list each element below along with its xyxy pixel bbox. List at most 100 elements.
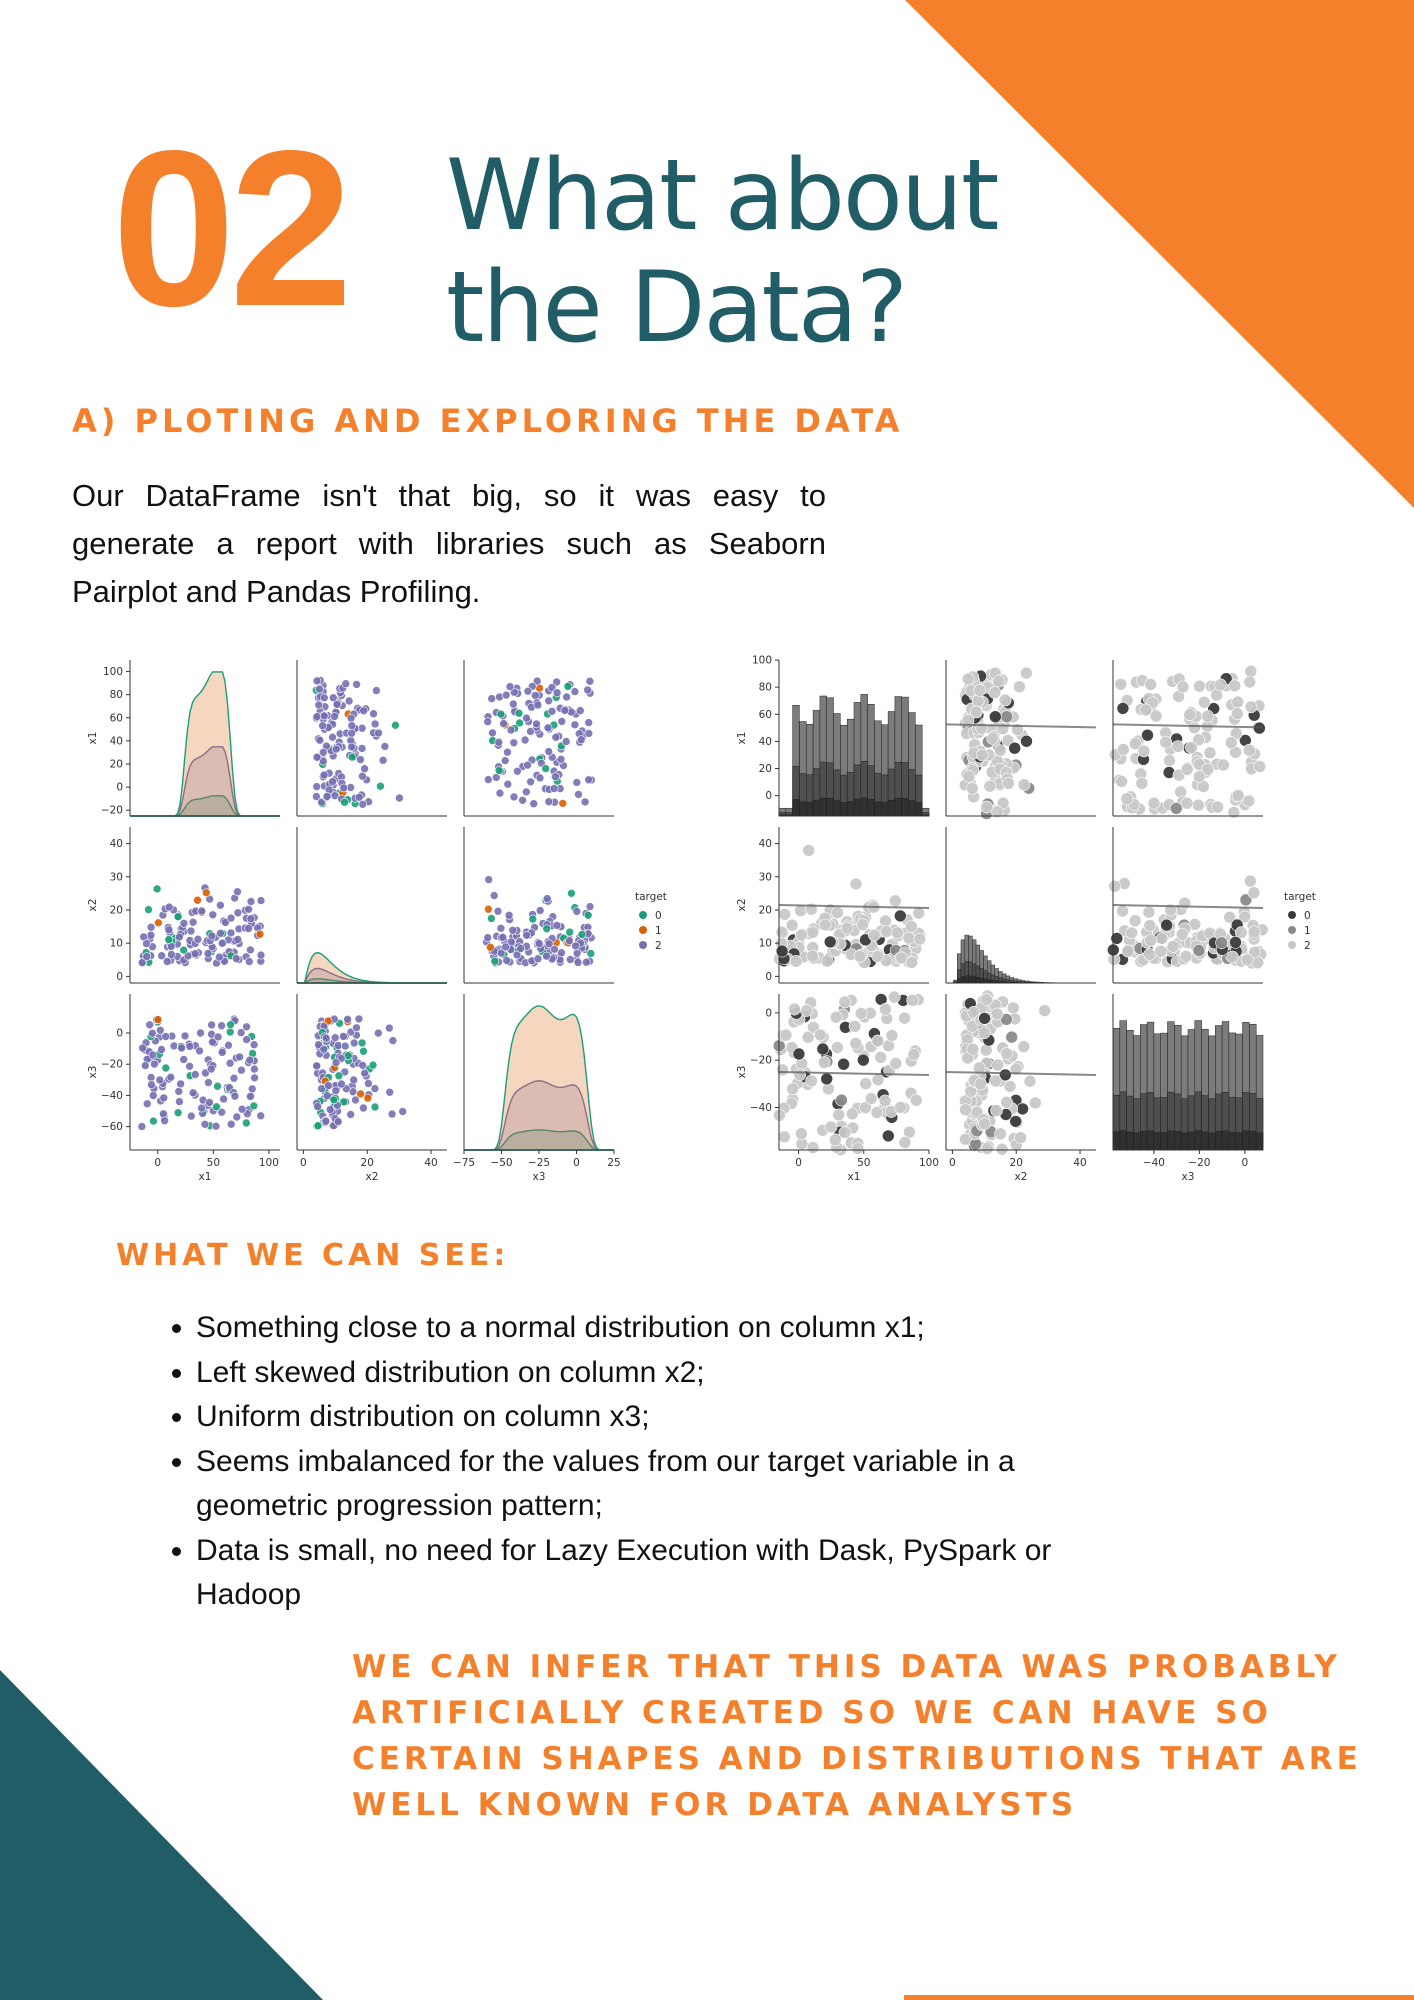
scatter-point bbox=[563, 682, 573, 691]
list-item: Seems imbalanced for the values from our… bbox=[196, 1440, 1096, 1529]
scatter-point bbox=[1253, 760, 1267, 773]
scatter-point bbox=[1141, 728, 1154, 742]
scatter-point bbox=[331, 1086, 341, 1096]
scatter-point bbox=[359, 1103, 368, 1113]
scatter-point bbox=[164, 935, 174, 944]
scatter-point bbox=[496, 948, 506, 958]
histogram-bar bbox=[908, 800, 916, 817]
scatter-point bbox=[186, 926, 196, 936]
scatter-point bbox=[820, 954, 834, 968]
histogram-bar bbox=[826, 798, 834, 817]
legend-marker bbox=[639, 911, 647, 919]
legend-label: 0 bbox=[1304, 910, 1311, 922]
y-tick-label: 80 bbox=[110, 689, 123, 701]
y-tick-label: 20 bbox=[759, 904, 772, 916]
scatter-point bbox=[571, 941, 580, 951]
scatter-point bbox=[1114, 677, 1128, 691]
scatter-point bbox=[882, 1129, 895, 1143]
histogram-bar bbox=[874, 801, 882, 817]
scatter-point bbox=[1215, 936, 1228, 949]
scatter-point bbox=[994, 1127, 1007, 1141]
x-tick-label: 40 bbox=[1073, 1157, 1086, 1169]
scatter-point bbox=[557, 717, 567, 726]
scatter-point bbox=[1192, 798, 1205, 812]
legend-marker bbox=[639, 941, 647, 949]
scatter-point bbox=[219, 1094, 228, 1104]
histogram-bar bbox=[1255, 1132, 1264, 1151]
scatter-point bbox=[226, 1119, 236, 1129]
scatter-point bbox=[312, 1061, 322, 1071]
scatter-point bbox=[912, 906, 925, 920]
pairplot-panel: −20 0 20 40 60 80 100 x1 bbox=[87, 660, 280, 817]
scatter-point bbox=[549, 784, 559, 793]
scatter-point bbox=[205, 1098, 214, 1107]
scatter-point bbox=[849, 877, 863, 891]
y-axis-label: x2 bbox=[87, 899, 99, 912]
scatter-point bbox=[1002, 777, 1015, 790]
histogram-bar bbox=[1174, 1131, 1182, 1151]
histogram-bar bbox=[1235, 1132, 1243, 1151]
scatter-point bbox=[487, 694, 497, 703]
scatter-point bbox=[572, 907, 582, 916]
scatter-point bbox=[159, 1109, 168, 1119]
scatter-point bbox=[980, 800, 994, 814]
scatter-point bbox=[232, 1112, 242, 1122]
scatter-point bbox=[313, 1121, 323, 1130]
scatter-point bbox=[910, 1094, 923, 1107]
scatter-point bbox=[974, 1077, 987, 1091]
legend-title: target bbox=[635, 891, 667, 903]
scatter-point bbox=[213, 1032, 223, 1042]
pairplot-panel: 0 20 40 x2 bbox=[945, 989, 1097, 1183]
y-tick-label: −20 bbox=[750, 1055, 772, 1067]
x-tick-label: −50 bbox=[490, 1157, 512, 1169]
scatter-point bbox=[529, 799, 538, 808]
scatter-point bbox=[1203, 746, 1217, 760]
scatter-point bbox=[576, 706, 585, 715]
scatter-point bbox=[567, 889, 576, 898]
scatter-point bbox=[1020, 734, 1033, 748]
scatter-point bbox=[1159, 735, 1173, 749]
scatter-point bbox=[179, 919, 189, 928]
scatter-point bbox=[802, 844, 816, 857]
scatter-point bbox=[990, 805, 1004, 818]
scatter-point bbox=[552, 677, 561, 687]
scatter-point bbox=[503, 779, 513, 789]
scatter-point bbox=[1154, 945, 1168, 958]
scatter-point bbox=[990, 1007, 1004, 1021]
scatter-point bbox=[146, 922, 156, 932]
histogram-bar bbox=[881, 802, 889, 817]
scatter-point bbox=[330, 712, 339, 721]
histogram-bar bbox=[867, 798, 875, 817]
scatter-point bbox=[1005, 1030, 1018, 1044]
scatter-point bbox=[788, 1002, 801, 1016]
y-tick-label: −40 bbox=[101, 1090, 123, 1102]
section-number: 02 bbox=[112, 105, 353, 353]
legend-label: 2 bbox=[1304, 940, 1311, 952]
legend-label: 0 bbox=[655, 910, 662, 922]
x-tick-label: 50 bbox=[857, 1157, 870, 1169]
histogram-bar bbox=[792, 799, 800, 817]
y-tick-label: 0 bbox=[116, 971, 123, 983]
scatter-point bbox=[161, 1063, 171, 1073]
scatter-point bbox=[992, 674, 1006, 688]
scatter-point bbox=[778, 1130, 791, 1144]
scatter-point bbox=[166, 1072, 176, 1082]
scatter-point bbox=[885, 1029, 899, 1042]
scatter-point bbox=[878, 1094, 892, 1108]
scatter-point bbox=[487, 914, 496, 923]
scatter-point bbox=[1238, 910, 1251, 924]
histogram-bar bbox=[812, 799, 821, 817]
scatter-point bbox=[542, 924, 551, 934]
scatter-point bbox=[1108, 879, 1121, 893]
histogram-bar bbox=[1119, 1130, 1127, 1151]
y-axis-label: x3 bbox=[736, 1066, 748, 1079]
scatter-point bbox=[522, 931, 531, 940]
scatter-point bbox=[848, 1019, 862, 1033]
x-axis-label: x3 bbox=[1182, 1171, 1195, 1183]
pairplot-panel bbox=[945, 827, 1096, 984]
scatter-point bbox=[352, 680, 361, 689]
scatter-point bbox=[340, 1067, 350, 1077]
histogram-bar bbox=[968, 975, 973, 984]
scatter-point bbox=[337, 1079, 346, 1089]
